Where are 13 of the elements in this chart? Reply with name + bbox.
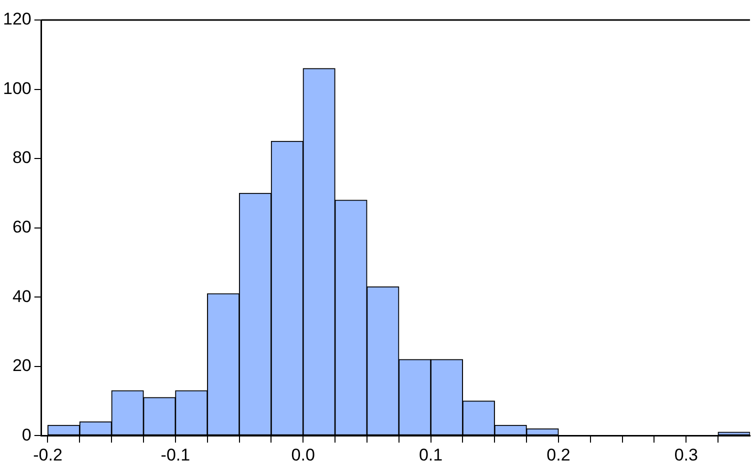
y-tick-label: 100: [2, 78, 32, 98]
x-tick-label: 0.1: [418, 445, 443, 464]
x-tick-label: -0.1: [160, 445, 190, 464]
y-tick-label: 20: [12, 356, 32, 376]
x-tick-label: -0.2: [33, 445, 62, 464]
y-tick-label: 60: [12, 217, 32, 236]
y-tick-label: 120: [2, 10, 32, 29]
x-tick-label: 0.0: [291, 445, 315, 464]
y-tick-label: 40: [12, 286, 32, 306]
x-tick-label: 0.3: [674, 445, 698, 464]
y-tick-label: 80: [12, 148, 32, 168]
x-tick-label: 0.2: [546, 445, 570, 464]
y-tick-label: 0: [22, 425, 32, 444]
